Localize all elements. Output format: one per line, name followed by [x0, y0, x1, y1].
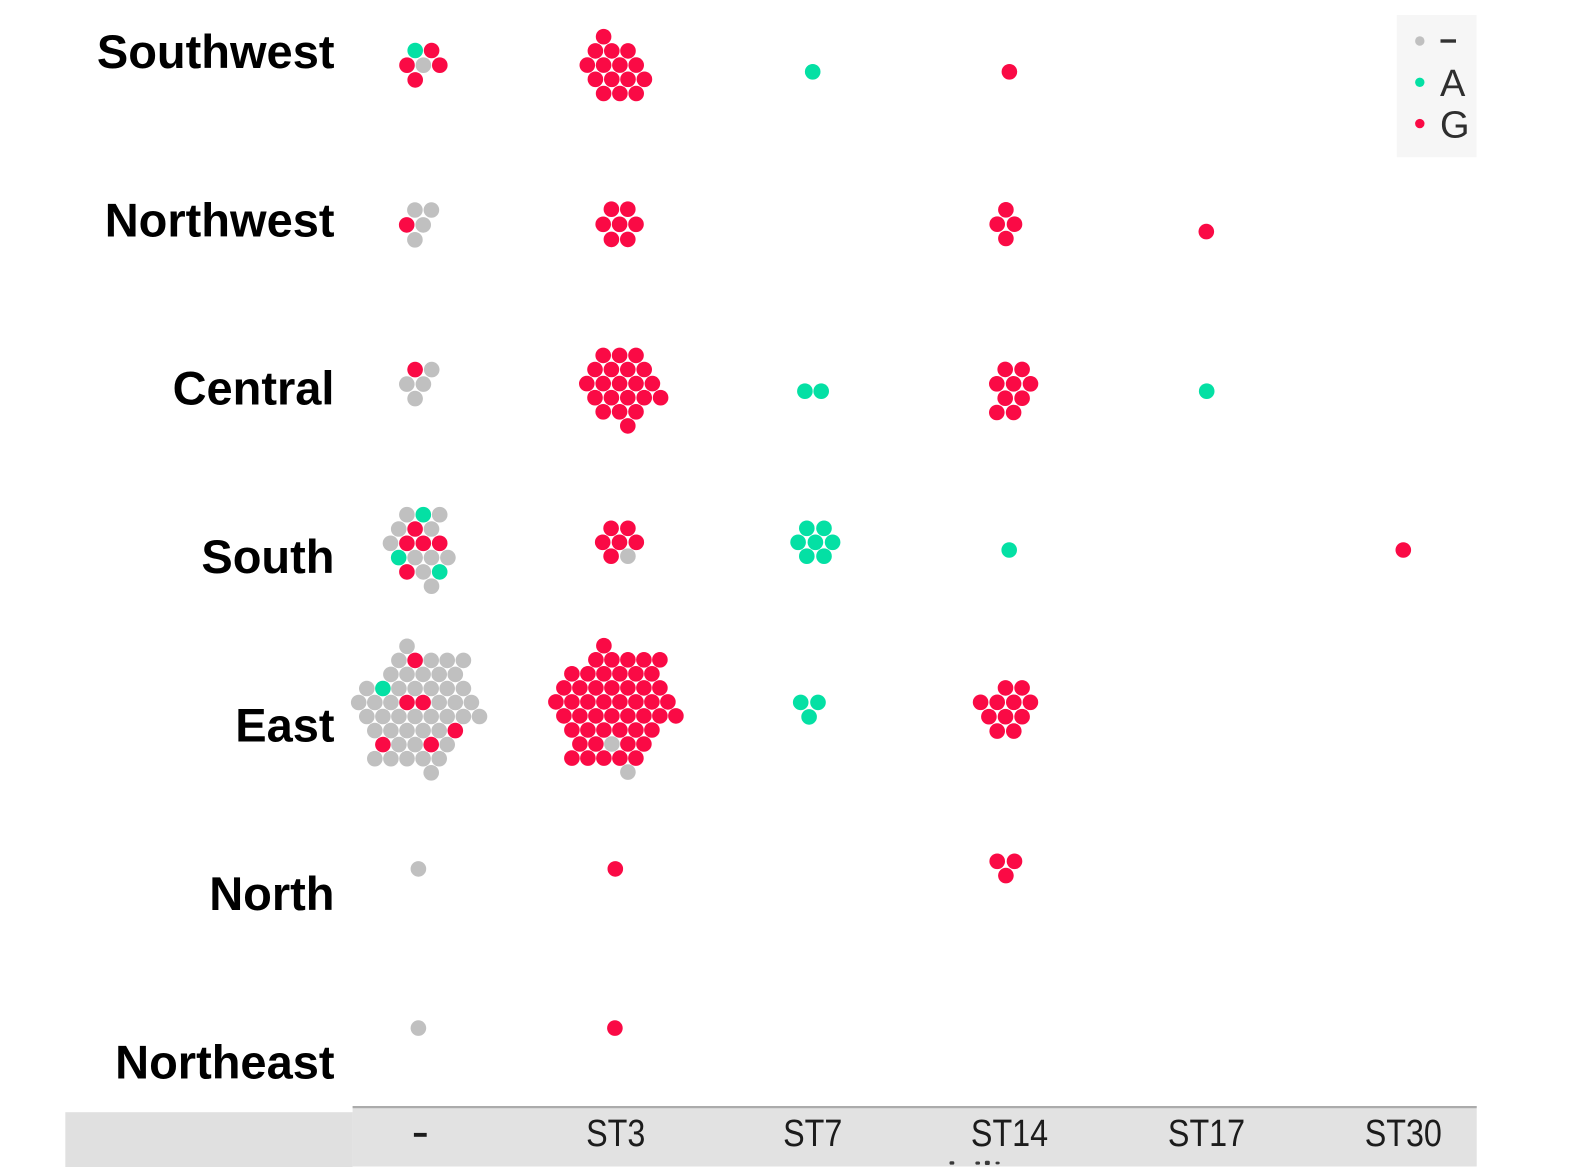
svg-text:Southwest: Southwest	[97, 25, 335, 78]
svg-text:Northeast: Northeast	[115, 1035, 335, 1088]
svg-text:Central: Central	[173, 362, 335, 415]
svg-text:ST30: ST30	[1365, 1113, 1442, 1155]
svg-text:South: South	[201, 530, 334, 583]
svg-text:East: East	[235, 699, 335, 752]
svg-text:A: A	[1440, 63, 1466, 105]
svg-text:ST14: ST14	[971, 1113, 1048, 1155]
svg-text:ST7: ST7	[783, 1113, 842, 1155]
svg-text:Northwest: Northwest	[105, 193, 335, 246]
svg-text:North: North	[209, 867, 334, 920]
svg-text:ST3: ST3	[586, 1113, 645, 1155]
svg-text:ST17: ST17	[1168, 1113, 1245, 1155]
svg-text:G: G	[1440, 104, 1470, 146]
